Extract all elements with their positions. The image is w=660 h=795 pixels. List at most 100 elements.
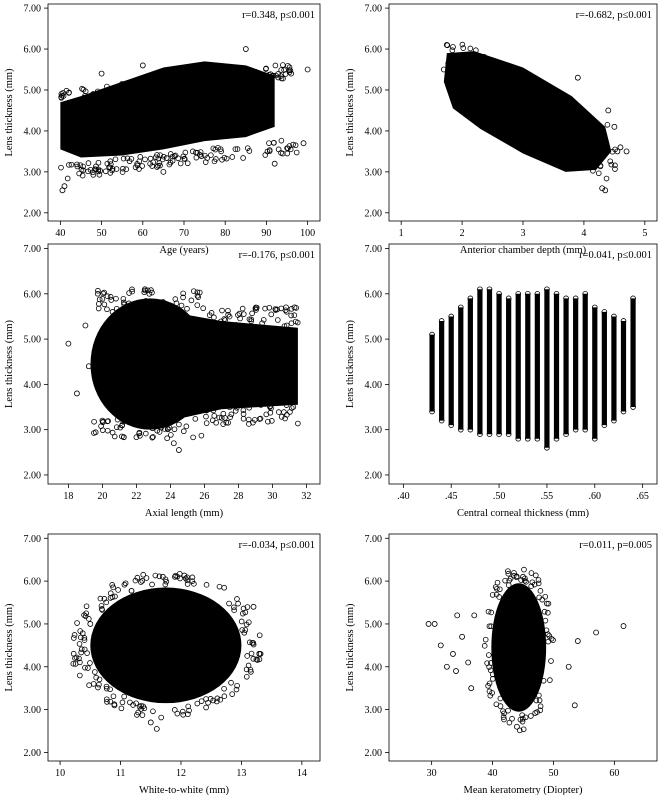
data-point bbox=[180, 294, 186, 301]
data-point bbox=[563, 119, 570, 125]
data-point bbox=[177, 575, 183, 582]
data-point bbox=[107, 686, 113, 693]
data-point bbox=[203, 582, 210, 588]
data-point bbox=[246, 148, 253, 154]
data-point bbox=[97, 595, 104, 602]
data-point bbox=[92, 669, 98, 675]
data-point bbox=[253, 304, 259, 311]
data-point bbox=[245, 662, 252, 669]
data-point bbox=[505, 568, 511, 574]
data-point bbox=[489, 592, 496, 598]
data-point bbox=[221, 154, 228, 161]
data-point bbox=[429, 331, 435, 338]
y-tick-label: 5.00 bbox=[24, 619, 42, 630]
data-point bbox=[139, 302, 146, 308]
x-tick-label: .40 bbox=[397, 491, 410, 502]
x-tick-label: .65 bbox=[636, 491, 649, 502]
data-point bbox=[164, 435, 170, 442]
data-point bbox=[130, 306, 137, 313]
data-point bbox=[120, 299, 127, 306]
x-tick-label: 1 bbox=[399, 228, 404, 239]
data-point bbox=[585, 144, 591, 150]
data-point bbox=[162, 581, 169, 588]
data-point bbox=[550, 101, 557, 108]
data-point bbox=[122, 580, 129, 587]
data-point bbox=[108, 161, 114, 167]
data-point bbox=[604, 122, 611, 128]
data-point bbox=[577, 116, 584, 122]
data-point bbox=[540, 127, 547, 133]
data-point bbox=[484, 660, 490, 666]
data-point bbox=[137, 433, 143, 439]
data-point bbox=[450, 65, 457, 72]
y-tick-label: 7.00 bbox=[365, 534, 383, 545]
data-point bbox=[171, 153, 178, 159]
data-point bbox=[448, 313, 455, 320]
data-point bbox=[102, 168, 109, 175]
outlier-point bbox=[139, 62, 146, 69]
data-point bbox=[241, 311, 247, 317]
data-point bbox=[481, 643, 488, 649]
data-point bbox=[603, 175, 610, 182]
data-point bbox=[235, 600, 241, 607]
data-point bbox=[216, 414, 223, 421]
data-point bbox=[572, 295, 579, 302]
data-point bbox=[483, 106, 489, 113]
data-point bbox=[542, 593, 549, 600]
data-point bbox=[228, 679, 234, 686]
y-tick-label: 3.00 bbox=[24, 167, 42, 178]
data-point bbox=[544, 444, 550, 451]
data-cloud bbox=[440, 41, 630, 194]
data-point bbox=[156, 573, 163, 580]
y-tick-label: 4.00 bbox=[24, 380, 42, 391]
data-point bbox=[136, 166, 142, 172]
data-point bbox=[248, 669, 254, 675]
x-axis-label: White-to-white (mm) bbox=[139, 785, 230, 795]
y-tick-label: 3.00 bbox=[24, 425, 42, 436]
y-tick-label: 3.00 bbox=[365, 167, 383, 178]
data-point bbox=[494, 586, 500, 592]
data-point bbox=[200, 305, 206, 312]
outlier-point bbox=[450, 651, 456, 657]
data-point bbox=[515, 82, 522, 88]
data-point bbox=[488, 623, 494, 630]
data-point bbox=[197, 149, 204, 155]
data-point bbox=[266, 71, 272, 78]
data-point bbox=[139, 578, 146, 584]
data-point bbox=[165, 305, 172, 311]
x-tick-label: 50 bbox=[97, 228, 107, 239]
data-point bbox=[179, 708, 186, 715]
data-point bbox=[135, 709, 141, 716]
data-point bbox=[91, 430, 97, 436]
outlier-point bbox=[99, 417, 106, 424]
data-point bbox=[70, 660, 77, 667]
y-tick-label: 2.00 bbox=[365, 748, 383, 759]
data-point bbox=[240, 155, 246, 161]
outlier-point bbox=[565, 663, 572, 670]
data-point bbox=[246, 316, 253, 323]
data-point bbox=[266, 304, 273, 311]
data-point bbox=[522, 77, 528, 84]
data-point bbox=[438, 417, 445, 424]
data-point bbox=[89, 94, 95, 101]
data-point bbox=[290, 404, 297, 410]
data-point bbox=[495, 75, 502, 81]
data-point bbox=[104, 160, 111, 167]
scatter-panel-2: 2.00 3.00 4.00 5.00 6.00 7.00 1 2 3 4 5 Anterior ch… bbox=[345, 4, 658, 256]
data-point bbox=[253, 656, 260, 663]
data-point bbox=[239, 627, 246, 633]
data-point bbox=[194, 293, 201, 299]
x-tick-label: 18 bbox=[63, 491, 73, 502]
data-point bbox=[184, 160, 191, 167]
data-point bbox=[504, 64, 510, 71]
data-point bbox=[165, 425, 171, 432]
data-point bbox=[587, 124, 594, 131]
data-point bbox=[93, 674, 99, 681]
data-point bbox=[108, 87, 115, 94]
data-point bbox=[235, 71, 241, 77]
data-point bbox=[545, 631, 551, 637]
data-point bbox=[71, 632, 78, 638]
data-point bbox=[184, 305, 190, 312]
outlier-point bbox=[520, 573, 526, 580]
data-point bbox=[513, 574, 520, 580]
